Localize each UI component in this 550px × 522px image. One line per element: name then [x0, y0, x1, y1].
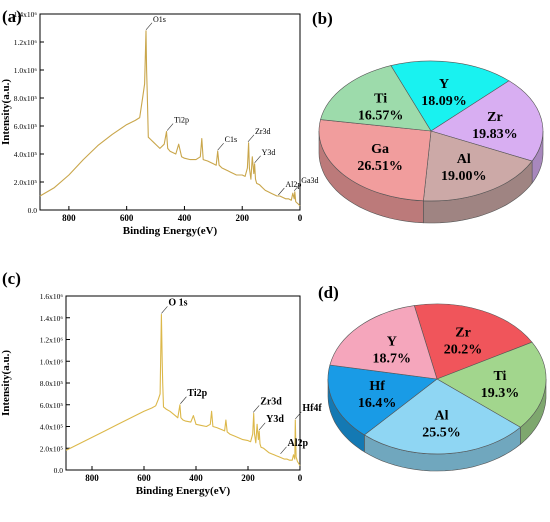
peak-leader-line: [145, 22, 153, 30]
pie-slice-value-label: 19.00%: [441, 169, 487, 184]
pie-slice-value-label: 19.3%: [481, 386, 520, 401]
peak-leader-line: [293, 183, 301, 191]
y-tick-label: 1.0x10⁶: [14, 66, 38, 75]
pie-slice: [318, 119, 432, 202]
pie-slice-value-label: 25.5%: [422, 425, 461, 440]
peak-annotation: Al2p: [288, 438, 309, 449]
pie-slice: [413, 303, 533, 380]
peak-annotation: O1s: [153, 15, 166, 24]
peak-annotation: Zr3d: [255, 127, 271, 136]
pie-slice: [320, 65, 432, 132]
peak-annotation: Y3d: [262, 148, 276, 157]
pie-slice: [363, 378, 521, 455]
peak-annotation: Y3d: [266, 414, 284, 425]
y-tick-label: 4.0x10⁵: [40, 423, 64, 432]
xps-spectrum-chart-c: 800 600 400 200 0 0.0 2.0x10⁵ 4.0x10⁵ 6.0x10⁵ 8.0…: [0, 292, 322, 497]
pie-slice-label: Ti: [374, 91, 387, 106]
pie-slice: [423, 130, 533, 202]
y-tick-label: 4.0x10⁵: [14, 150, 38, 159]
panel-label-d: (d): [318, 283, 339, 302]
pie-slice-value-label: 19.83%: [472, 127, 518, 142]
pie-slice-value-label: 18.7%: [373, 352, 412, 367]
x-tick-label: 200: [235, 213, 249, 223]
panel-label-b: (b): [312, 9, 333, 28]
composition-pie-chart-d: Zr 20.2% Ti 19.3% Al 25.5% Hf 16.4% Y 18.7%: [327, 303, 547, 472]
x-tick-label: 600: [137, 473, 151, 483]
y-tick-label: 1.6x10⁶: [40, 292, 64, 301]
spectrum-line: [39, 30, 301, 207]
x-tick-label: 0: [298, 213, 303, 223]
pie-slice-value-label: 16.4%: [358, 396, 397, 411]
peak-leader-line: [280, 446, 287, 454]
pie-slice-label: Zr: [455, 325, 471, 340]
x-tick-label: 600: [120, 213, 134, 223]
x-tick-label: 800: [62, 213, 76, 223]
y-tick-label: 0.0: [54, 466, 64, 475]
x-tick-label: 800: [85, 473, 99, 483]
y-axis-title: Intensity(a.u.): [0, 350, 12, 416]
y-tick-label: 0.0: [28, 206, 38, 215]
y-tick-label: 6.0x10⁵: [14, 122, 38, 131]
peak-leader-line: [247, 134, 255, 142]
y-tick-label: 1.0x10⁶: [40, 357, 64, 366]
peak-annotation: Ti2p: [187, 388, 207, 399]
y-tick-label: 1.4x10⁶: [40, 314, 64, 323]
peak-leader-line: [161, 306, 168, 314]
peak-leader-line: [166, 123, 174, 131]
pie-slice-value-label: 20.2%: [444, 342, 483, 357]
pie-slice-value-label: 16.57%: [358, 108, 404, 123]
pie-slice: [329, 305, 438, 380]
peak-annotation: C1s: [225, 135, 237, 144]
panel-label-a: (a): [2, 7, 22, 26]
pie-slice-value-label: 18.09%: [421, 94, 467, 109]
x-tick-label: 200: [241, 473, 255, 483]
peak-annotation: Zr3d: [260, 396, 282, 407]
peak-leader-line: [180, 396, 187, 404]
y-tick-label: 1.4x10⁶: [14, 10, 38, 19]
pie-slice-label: Ga: [371, 142, 389, 157]
composition-pie-chart-b: Y 18.09% Zr 19.83%Al 19.00% Ga 26.51% Ti 16.57%: [318, 60, 544, 224]
x-tick-label: 400: [178, 213, 192, 223]
panel-label-c: (c): [2, 269, 21, 288]
y-tick-label: 1.2x10⁶: [40, 336, 64, 345]
x-axis-title: Binding Energy(eV): [123, 225, 218, 237]
pie-slice-label: Zr: [487, 110, 503, 125]
peak-annotation: Al2p: [285, 180, 301, 189]
y-tick-label: 6.0x10⁵: [40, 401, 64, 410]
pie-slice-label: Hf: [369, 379, 385, 394]
plot-frame: [65, 295, 301, 471]
peak-leader-line: [217, 143, 224, 151]
pie-slice: [430, 80, 544, 162]
y-tick-label: 8.0x10⁵: [40, 379, 64, 388]
y-tick-label: 2.0x10⁵: [40, 444, 64, 453]
peak-annotation: O 1s: [168, 297, 187, 308]
pie-slice-label: Al: [435, 408, 449, 423]
y-axis-title: Intensity(a.u.): [0, 79, 12, 145]
pie-slice-label: Al: [457, 152, 471, 167]
y-tick-label: 8.0x10⁵: [14, 94, 38, 103]
plot-frame: [39, 13, 301, 211]
x-tick-label: 400: [189, 473, 203, 483]
y-tick-label: 2.0x10⁵: [14, 178, 38, 187]
x-axis-title: Binding Energy(eV): [136, 485, 231, 497]
peak-leader-line: [295, 411, 302, 420]
pie-slice-label: Y: [439, 77, 449, 92]
spectrum-line: [65, 313, 301, 466]
pie-slice: [327, 364, 438, 436]
peak-leader-line: [252, 405, 260, 413]
pie-slice-label: Y: [387, 335, 397, 350]
y-tick-label: 1.2x10⁶: [14, 38, 38, 47]
pie-slice-label: Ti: [493, 369, 506, 384]
peak-annotation: Hf4f: [302, 403, 322, 414]
peak-annotation: Ga3d: [301, 176, 318, 185]
pie-slice: [436, 341, 547, 428]
pie-slice-value-label: 26.51%: [357, 159, 403, 174]
peak-leader-line: [254, 155, 261, 163]
peak-leader-line: [278, 187, 285, 196]
peak-leader-line: [258, 422, 266, 431]
peak-annotation: Ti2p: [174, 116, 189, 125]
xps-spectrum-chart-a: 800 600 400 200 0 0.0 2.0x10⁵ 4.0x10⁵ 6.0x10⁵ 8.0…: [0, 10, 319, 237]
x-tick-label: 0: [298, 473, 303, 483]
